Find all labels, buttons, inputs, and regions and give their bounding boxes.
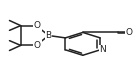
Text: O: O — [34, 41, 41, 50]
Text: N: N — [100, 45, 106, 54]
Text: O: O — [125, 28, 132, 37]
Text: O: O — [34, 21, 41, 30]
Text: B: B — [46, 31, 52, 40]
